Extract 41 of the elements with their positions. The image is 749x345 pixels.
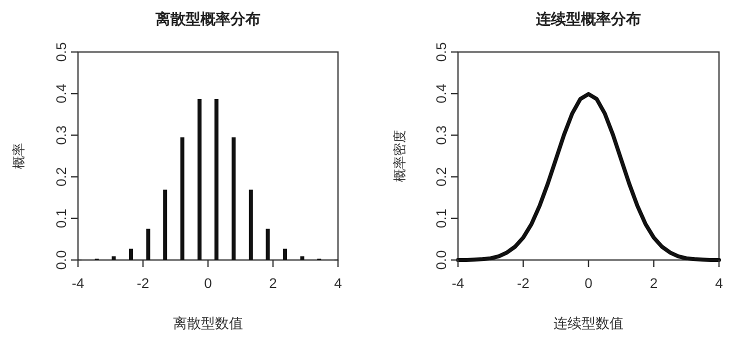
y-tick-label: 0.4	[53, 84, 69, 104]
y-tick-label: 0.2	[53, 166, 69, 187]
x-tick-label: -2	[136, 275, 150, 291]
bar	[283, 248, 288, 260]
x-tick-label: 4	[334, 275, 342, 291]
x-tick-label: 2	[269, 275, 278, 291]
x-tick-label: 0	[204, 275, 212, 291]
x-axis-title: 离散型数值	[173, 315, 243, 331]
y-tick-label: 0.5	[433, 42, 449, 62]
bar	[198, 99, 202, 260]
x-tick-label: -2	[517, 275, 530, 291]
x-tick-label: 0	[584, 275, 593, 291]
y-tick-label: 0.4	[433, 84, 449, 104]
x-tick-label: -4	[72, 275, 84, 291]
x-tick-label: 2	[650, 275, 658, 291]
y-tick-label: 0.0	[433, 250, 449, 270]
x-tick-label: 4	[715, 275, 724, 291]
bar	[146, 228, 150, 260]
chart-title: 离散型概率分布	[154, 10, 260, 28]
y-tick-label: 0.1	[433, 208, 449, 228]
y-axis-title: 概率密度	[392, 130, 407, 182]
line-series	[456, 92, 721, 262]
y-tick-label: 0.5	[53, 42, 69, 62]
y-tick-label: 0.3	[433, 125, 449, 145]
bar	[163, 190, 168, 260]
bar	[180, 137, 184, 260]
y-tick-label: 0.0	[53, 250, 69, 270]
bar	[248, 190, 253, 260]
chart-title: 连续型概率分布	[535, 10, 641, 28]
x-tick-label: -4	[452, 275, 464, 291]
y-tick-label: 0.3	[53, 125, 69, 145]
y-tick-label: 0.2	[433, 166, 449, 187]
bar	[232, 137, 236, 260]
y-tick-label: 0.1	[53, 208, 69, 228]
bar	[300, 256, 304, 260]
bar	[112, 256, 116, 260]
x-axis-title: 连续型数值	[554, 315, 624, 331]
bar	[214, 99, 218, 260]
bar	[128, 248, 133, 260]
y-axis-title: 概率	[11, 143, 26, 169]
bar	[266, 228, 270, 260]
